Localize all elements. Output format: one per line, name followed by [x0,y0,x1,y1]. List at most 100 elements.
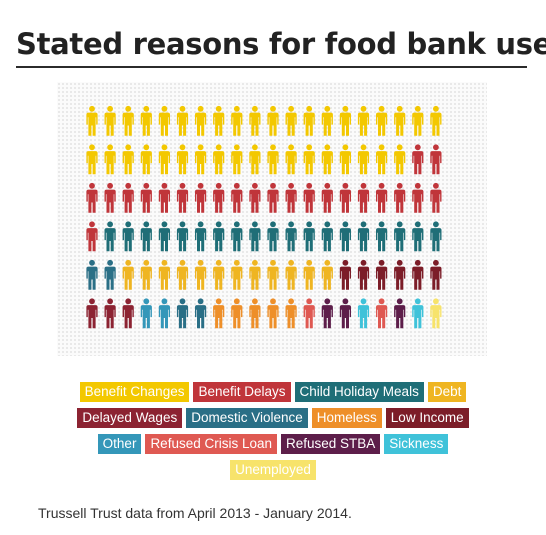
person-icon-debt [176,259,189,290]
person-icon-benefit-delays [195,182,207,213]
person-icon-benefit-changes [213,144,225,175]
person-icon-homeless [213,298,225,329]
person-icon-child-holiday-meals [430,221,442,252]
person-icon-benefit-delays [86,221,98,252]
person-icon-unemployed [430,298,442,329]
legend-item-refused-stba: Refused STBA [281,434,381,454]
person-icon-benefit-delays [158,182,170,213]
person-icon-debt [158,259,170,290]
person-icon-benefit-changes [285,144,297,175]
person-icon-benefit-changes [140,144,152,175]
chart-legend: Benefit Changes Benefit Delays Child Holid… [60,382,486,480]
person-icon-homeless [249,298,261,329]
legend-item-debt: Debt [427,382,467,402]
person-icon-debt [267,259,279,290]
person-icon-benefit-changes [249,144,261,175]
person-icon-benefit-delays [303,182,315,213]
person-icon-benefit-changes [394,105,406,136]
person-icon-benefit-changes [267,144,279,175]
legend-item-other: Other [97,434,142,454]
person-icon-child-holiday-meals [231,221,243,252]
person-icon-benefit-changes [86,144,98,175]
person-icon-child-holiday-meals [176,221,189,252]
person-icon-delayed-wages [122,298,134,329]
person-icon-benefit-changes [412,105,424,136]
person-icon-domestic-violence [195,298,207,329]
person-icon-benefit-delays [430,144,442,175]
person-icon-domestic-violence [86,259,98,290]
person-icon-benefit-changes [158,105,170,136]
person-icon-debt [122,259,134,290]
person-icon-benefit-changes [122,144,134,175]
legend-item-unemployed: Unemployed [230,460,316,480]
person-icon-benefit-delays [86,182,98,213]
person-icon-benefit-changes [86,105,98,136]
legend-item-refused-crisis-loan: Refused Crisis Loan [145,434,277,454]
legend-item-delayed-wages: Delayed Wages [77,408,183,428]
person-icon-child-holiday-meals [285,221,297,252]
person-icon-benefit-changes [140,105,152,136]
pictogram-chart [57,82,487,356]
person-icon-benefit-delays [412,182,424,213]
person-icon-child-holiday-meals [158,221,170,252]
person-icon-benefit-changes [195,105,207,136]
source-note: Trussell Trust data from April 2013 - Ja… [38,505,352,521]
person-icon-other [158,298,170,329]
person-icon-refused-stba [394,298,406,329]
person-icon-sickness [412,298,424,329]
legend-item-homeless: Homeless [311,408,382,428]
person-icon-benefit-changes [303,105,315,136]
person-icon-benefit-delays [140,182,152,213]
person-icon-benefit-changes [104,105,116,136]
person-icon-debt [140,259,152,290]
person-icon-low-income [412,259,424,290]
person-icon-delayed-wages [86,298,98,329]
person-icon-benefit-changes [430,105,442,136]
person-icon-child-holiday-meals [321,221,333,252]
person-icon-debt [195,259,207,290]
person-icon-benefit-changes [158,144,170,175]
person-icon-benefit-changes [339,144,351,175]
title-rule [16,66,527,68]
person-icon-child-holiday-meals [122,221,134,252]
person-icon-refused-crisis-loan [376,298,388,329]
person-icon-benefit-changes [176,105,189,136]
person-icon-benefit-changes [376,144,388,175]
person-icon-homeless [285,298,297,329]
person-icon-child-holiday-meals [376,221,388,252]
person-icon-low-income [357,259,370,290]
person-icon-domestic-violence [176,298,189,329]
person-icon-debt [303,259,315,290]
person-icon-benefit-delays [104,182,116,213]
person-icon-benefit-delays [231,182,243,213]
person-icon-child-holiday-meals [104,221,116,252]
person-icon-benefit-changes [195,144,207,175]
person-icon-debt [321,259,333,290]
person-icon-child-holiday-meals [394,221,406,252]
person-icon-debt [231,259,243,290]
person-icon-delayed-wages [104,298,116,329]
person-icon-benefit-delays [249,182,261,213]
person-icon-sickness [357,298,370,329]
person-icon-benefit-changes [357,144,370,175]
person-icon-benefit-changes [176,144,189,175]
person-icon-benefit-delays [267,182,279,213]
person-icon-benefit-delays [122,182,134,213]
person-icon-benefit-delays [176,182,189,213]
person-icon-child-holiday-meals [303,221,315,252]
person-icon-child-holiday-meals [357,221,370,252]
person-icon-benefit-changes [122,105,134,136]
person-icon-benefit-changes [321,105,333,136]
person-icon-refused-stba [339,298,351,329]
person-icon-child-holiday-meals [339,221,351,252]
person-icon-debt [213,259,225,290]
legend-item-benefit-delays: Benefit Delays [193,382,291,402]
person-icon-debt [285,259,297,290]
person-icon-benefit-changes [249,105,261,136]
page-title: Stated reasons for food bank use [16,27,546,61]
person-icon-child-holiday-meals [213,221,225,252]
person-icon-child-holiday-meals [249,221,261,252]
person-icon-domestic-violence [104,259,116,290]
person-icon-other [140,298,152,329]
person-icon-benefit-delays [285,182,297,213]
